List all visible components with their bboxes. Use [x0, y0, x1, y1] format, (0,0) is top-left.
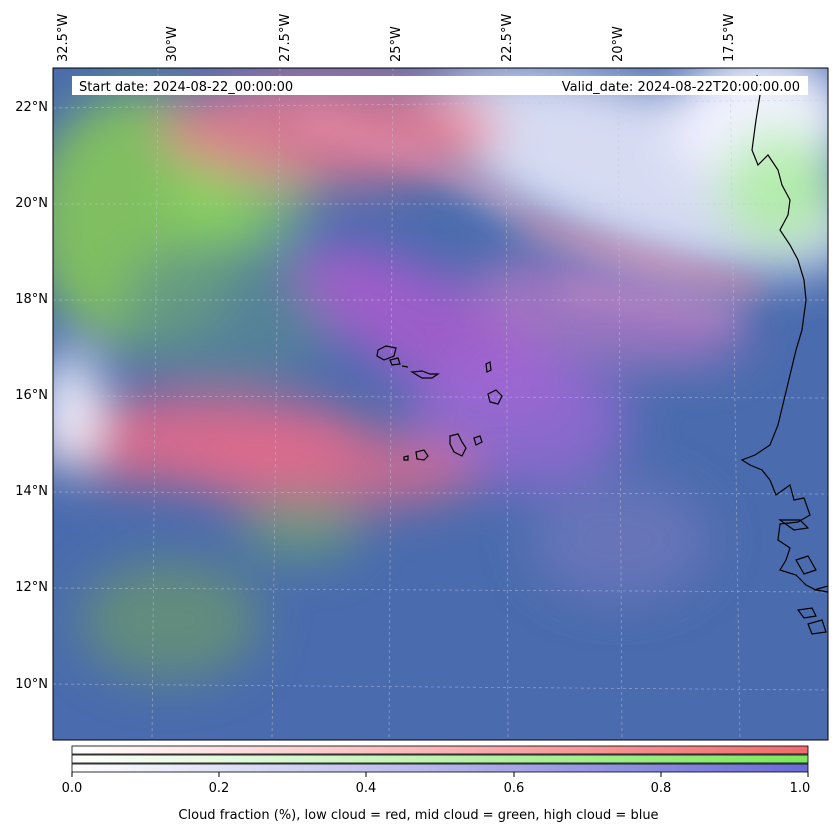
lat-label: 14°N [15, 484, 48, 499]
lat-label: 20°N [15, 196, 48, 211]
colorbar-mid-cloud [71, 754, 809, 764]
lat-label: 18°N [15, 292, 48, 307]
cloud-field [53, 68, 828, 740]
colorbar-high-cloud [71, 763, 809, 773]
lat-label: 12°N [15, 580, 48, 595]
colorbar-tick: 0.0 [62, 781, 83, 796]
map-frame [52, 67, 829, 741]
colorbar-tick: 0.4 [356, 781, 377, 796]
lon-label: 17.5°W [722, 14, 737, 62]
lon-label: 30°W [165, 26, 180, 62]
colorbar: 0.0 0.2 0.4 0.6 0.8 1.0 [62, 745, 811, 796]
colorbar-caption: Cloud fraction (%), low cloud = red, mid… [178, 808, 659, 823]
colorbar-low-cloud [71, 745, 809, 755]
africa-coastline [740, 74, 828, 593]
start-date-label: Start date: 2024-08-22_00:00:00 [79, 80, 293, 95]
colorbar-tick: 0.6 [504, 781, 525, 796]
lat-label: 22°N [15, 100, 48, 115]
colorbar-tick: 0.2 [209, 781, 230, 796]
date-banner [72, 76, 808, 95]
graticule [53, 68, 828, 740]
colorbar-tick: 0.8 [651, 781, 672, 796]
lon-label: 25°W [389, 26, 404, 62]
valid-date-label: Valid_date: 2024-08-22T20:00:00.00 [562, 80, 800, 95]
island-santo-antao [376, 345, 397, 361]
coastline [376, 74, 828, 635]
latitude-labels: 22°N 20°N 18°N 16°N 14°N 12°N 10°N [15, 100, 48, 692]
lon-label: 27.5°W [278, 14, 293, 62]
lon-label: 32.5°W [56, 14, 71, 62]
longitude-labels: 32.5°W 30°W 27.5°W 25°W 22.5°W 20°W 17.5… [56, 14, 737, 62]
lon-label: 20°W [611, 26, 626, 62]
lon-label: 22.5°W [500, 14, 515, 62]
lat-label: 10°N [15, 677, 48, 692]
lat-label: 16°N [15, 388, 48, 403]
colorbar-tick: 1.0 [790, 781, 811, 796]
